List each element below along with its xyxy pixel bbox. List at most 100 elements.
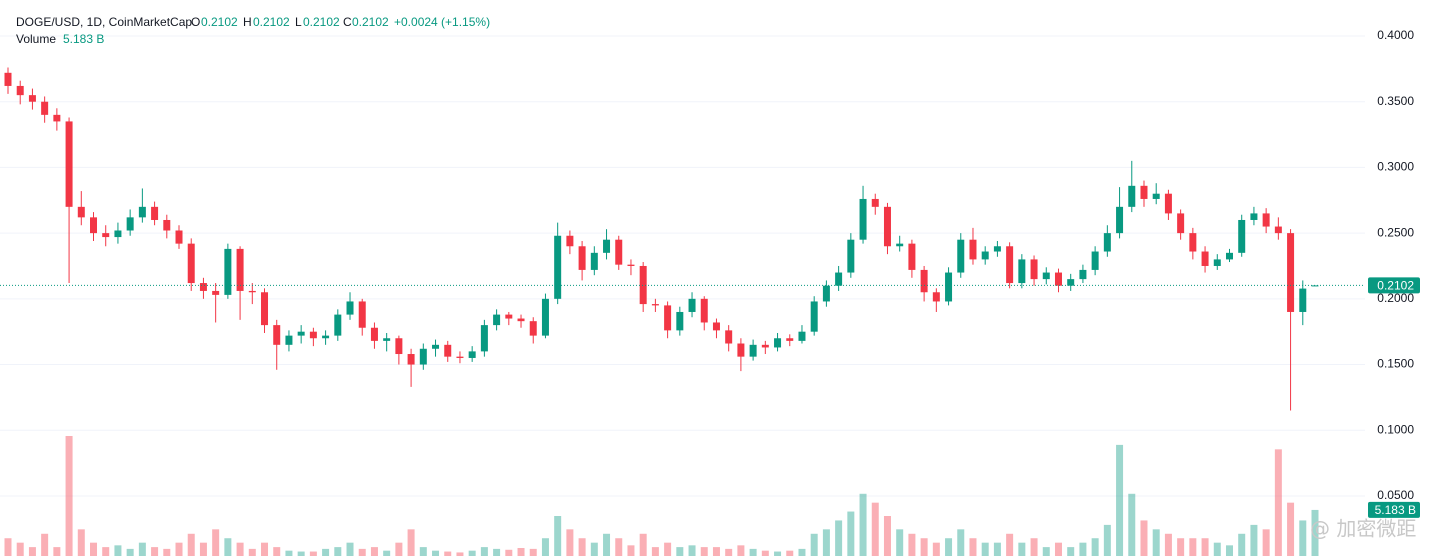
volume-bar — [1238, 533, 1246, 556]
candle-body — [566, 235, 574, 247]
candle-body — [1152, 193, 1160, 199]
volume-bar — [615, 538, 623, 556]
candle-body — [1018, 259, 1026, 284]
candle-body — [1067, 279, 1075, 286]
volume-bar — [847, 511, 855, 556]
candle-body — [737, 343, 745, 357]
volume-bar — [590, 542, 598, 556]
volume-bar — [358, 548, 366, 556]
volume-bar — [835, 520, 843, 556]
candle-body — [981, 251, 989, 260]
last-price-tag — [1368, 277, 1420, 294]
volume-bar — [554, 516, 562, 556]
candle-body — [175, 230, 183, 244]
candle-body — [236, 248, 244, 291]
volume-bar — [212, 529, 220, 556]
price-axis: 0.0500 0.1000 0.1500 0.2000 0.2500 0.3000 0.35… — [0, 28, 1420, 518]
volume-tag-label: 5.183 B — [1375, 503, 1416, 517]
y-tick-label: 0.3500 — [1377, 94, 1414, 108]
candle-body — [346, 301, 354, 315]
volume-bar — [138, 542, 146, 556]
volume-bar — [908, 533, 916, 556]
candle-body — [1140, 185, 1148, 199]
candle-body — [1177, 213, 1185, 234]
y-tick-label: 0.3000 — [1377, 160, 1414, 174]
volume-bar — [578, 538, 586, 556]
volume-bar — [236, 542, 244, 556]
volume-bar — [932, 542, 940, 556]
volume-bar — [1091, 538, 1099, 556]
volume-bar — [114, 545, 122, 556]
candle-body — [835, 272, 843, 286]
candle-body — [810, 301, 818, 332]
volume-bar — [322, 548, 330, 556]
volume-bar — [383, 550, 391, 556]
ohlc-l-value: 0.2102 — [303, 15, 340, 29]
volume-bar — [969, 538, 977, 556]
candles — [4, 67, 1319, 411]
volume-bar — [346, 542, 354, 556]
volume-bars — [4, 436, 1319, 556]
volume-bar — [798, 548, 806, 556]
ohlc-o-value: 0.2102 — [201, 15, 238, 29]
volume-bar — [493, 548, 501, 556]
candle-body — [1079, 269, 1087, 280]
volume-bar — [822, 529, 830, 556]
candle-body — [480, 325, 488, 352]
volume-bar — [566, 529, 574, 556]
ohlc-h-value: 0.2102 — [253, 15, 290, 29]
candle-body — [1128, 185, 1136, 207]
candle-body — [1225, 252, 1233, 260]
candle-body — [1213, 259, 1221, 266]
volume-bar — [444, 551, 452, 556]
candle-body — [1250, 213, 1258, 220]
volume-bar — [480, 547, 488, 556]
volume-bar — [1067, 547, 1075, 556]
volume-bar — [871, 502, 879, 556]
candle-body — [163, 219, 171, 231]
volume-bar — [774, 551, 782, 556]
volume-bar — [41, 533, 49, 556]
candle-body — [309, 331, 317, 339]
candle-body — [1201, 251, 1209, 266]
candle-body — [1103, 233, 1111, 252]
candle-body — [1042, 272, 1050, 280]
volume-value: 5.183 B — [63, 32, 104, 46]
volume-bar — [102, 547, 110, 556]
candle-body — [712, 322, 720, 331]
volume-bar — [309, 551, 317, 556]
volume-bar — [370, 547, 378, 556]
volume-bar — [65, 436, 73, 556]
candle-body — [651, 304, 659, 306]
volume-bar — [1103, 524, 1111, 556]
y-tick-label: 0.2000 — [1377, 291, 1414, 305]
candle-body — [603, 239, 611, 253]
volume-bar — [1201, 538, 1209, 556]
volume-bar — [1116, 444, 1124, 556]
volume-bar — [920, 538, 928, 556]
candle-body — [1030, 259, 1038, 280]
candle-body — [151, 206, 159, 220]
candle-body — [493, 314, 501, 326]
candle-body — [285, 335, 293, 345]
volume-bar — [541, 538, 549, 556]
volume-bar — [1152, 529, 1160, 556]
volume-bar — [749, 548, 757, 556]
candle-body — [248, 290, 256, 293]
candle-body — [749, 344, 757, 357]
candle-body — [761, 344, 769, 348]
candle-body — [945, 272, 953, 302]
candle-body — [102, 233, 110, 238]
volume-bar — [90, 542, 98, 556]
volume-bar — [334, 547, 342, 556]
candle-body — [688, 298, 696, 312]
candle-body — [615, 239, 623, 265]
candle-body — [541, 298, 549, 336]
candle-body — [1287, 233, 1295, 312]
volume-bar — [16, 542, 24, 556]
volume-bar — [725, 548, 733, 556]
candle-body — [273, 325, 281, 345]
candle-body — [664, 305, 672, 331]
volume-bar — [1140, 520, 1148, 556]
